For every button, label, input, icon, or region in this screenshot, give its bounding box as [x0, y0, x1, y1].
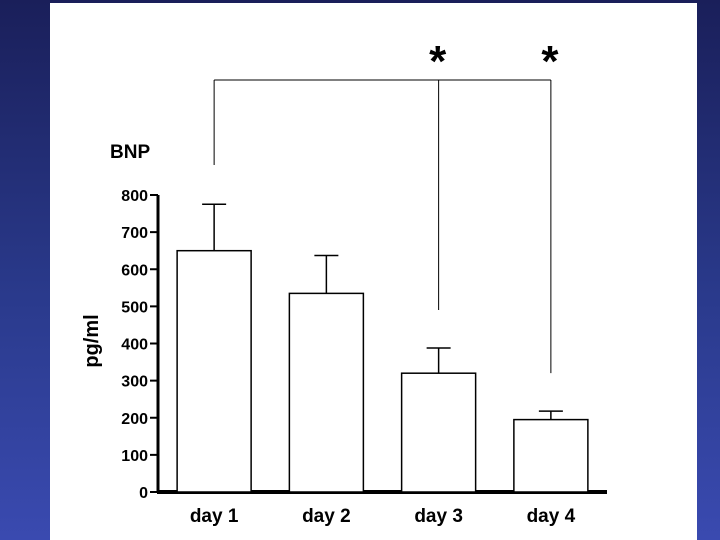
significance-star: *	[429, 37, 447, 86]
y-axis-label: pg/ml	[81, 314, 103, 367]
bars	[176, 249, 589, 493]
bar-chart: BNP pg/ml 0 100 200 300 400 500 600 700 800 day …	[81, 37, 607, 527]
significance-star: *	[541, 37, 559, 86]
bar-day-3	[400, 372, 477, 493]
y-tick-label: 200	[121, 411, 148, 428]
bar-day-2	[288, 292, 365, 493]
y-tick-label: 400	[121, 337, 148, 354]
error-bars	[202, 203, 563, 420]
bar-day-4	[513, 418, 589, 493]
y-tick-label: 800	[121, 188, 148, 205]
x-category-label: day 1	[190, 506, 239, 527]
x-category-label: day 2	[302, 506, 351, 527]
chart-title: BNP	[110, 142, 150, 163]
y-tick-label: 300	[121, 374, 148, 391]
significance-brackets: * *	[213, 37, 559, 374]
y-tick-label: 100	[121, 448, 148, 465]
x-category-label: day 4	[527, 506, 576, 527]
bar-day-1	[176, 249, 252, 493]
x-category-label: day 3	[414, 506, 463, 527]
y-tick-label: 0	[139, 485, 148, 502]
y-tick-label: 600	[121, 262, 148, 279]
y-tick-label: 700	[121, 225, 148, 242]
y-tick-label: 500	[121, 299, 148, 316]
x-category-labels: day 1 day 2 day 3 day 4	[190, 506, 576, 527]
y-ticks: 0 100 200 300 400 500 600 700 800	[121, 188, 158, 502]
slide-panel: BNP pg/ml 0 100 200 300 400 500 600 700 800 day …	[50, 3, 697, 540]
